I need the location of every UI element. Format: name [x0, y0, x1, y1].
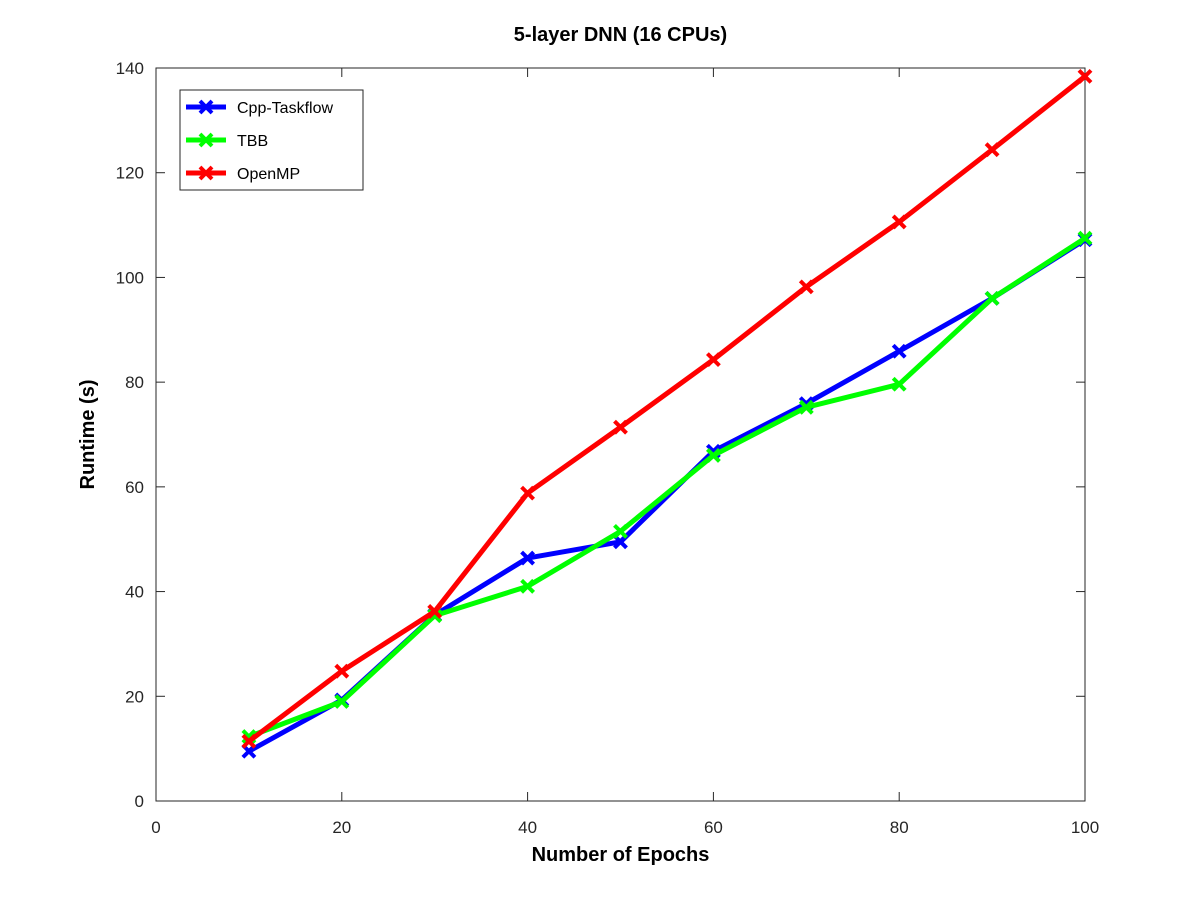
- data-point-openmp: [520, 485, 536, 501]
- legend-label: TBB: [237, 133, 268, 150]
- axis-ticks: 0 20 40 60 80 100 0 20 40 60 80 100 120 140: [116, 59, 1100, 837]
- legend-label: Cpp-Taskflow: [237, 100, 333, 117]
- legend-marker: [198, 132, 214, 148]
- y-tick-label: 60: [125, 478, 144, 497]
- y-tick-label: 140: [116, 59, 144, 78]
- y-tick-label: 80: [125, 373, 144, 392]
- legend-item-tbb: TBB: [186, 132, 268, 150]
- data-point-openmp: [1077, 68, 1093, 84]
- y-tick-label: 0: [135, 792, 144, 811]
- data-point-tbb: [705, 448, 721, 463]
- y-tick-label: 20: [125, 687, 144, 706]
- x-tick-label: 80: [890, 818, 909, 837]
- data-point-tbb: [613, 523, 628, 539]
- data-point-tbb: [984, 290, 1000, 306]
- x-tick-label: 0: [151, 818, 160, 837]
- series-line-tbb: [248, 236, 1087, 739]
- data-point-openmp: [705, 352, 721, 368]
- data-point-openmp: [334, 663, 350, 679]
- series-openmp: [241, 68, 1093, 749]
- data-point-cpp-taskflow: [891, 343, 907, 359]
- x-axis-label: Number of Epochs: [532, 844, 710, 866]
- data-point-cpp-taskflow: [520, 550, 536, 566]
- x-tick-label: 40: [518, 818, 537, 837]
- series-tbb: [241, 230, 1093, 745]
- series-line-openmp: [247, 74, 1087, 744]
- data-point-tbb: [798, 399, 814, 415]
- legend-marker: [198, 99, 214, 115]
- legend: Cpp-Taskflow TBB OpenMP: [179, 89, 364, 191]
- legend-item-cpp-taskflow: Cpp-Taskflow: [186, 99, 333, 117]
- data-point-tbb: [520, 578, 536, 594]
- y-axis-label: Runtime (s): [77, 380, 99, 490]
- data-point-openmp: [241, 733, 257, 749]
- legend-label: OpenMP: [237, 166, 300, 183]
- y-tick-label: 40: [125, 583, 144, 602]
- legend-marker: [198, 165, 214, 181]
- data-point-openmp: [891, 214, 907, 230]
- chart-title: 5-layer DNN (16 CPUs): [514, 24, 727, 46]
- x-tick-label: 20: [332, 818, 351, 837]
- data-point-openmp: [984, 142, 1000, 158]
- data-point-openmp: [798, 279, 814, 295]
- x-tick-label: 100: [1071, 818, 1099, 837]
- data-point-openmp: [427, 604, 443, 619]
- legend-item-openmp: OpenMP: [186, 165, 300, 183]
- data-point-tbb: [1077, 230, 1093, 246]
- y-tick-label: 120: [116, 164, 144, 183]
- data-point-tbb: [891, 376, 907, 392]
- series-layer: [241, 68, 1093, 759]
- data-point-openmp: [613, 419, 628, 435]
- data-point-tbb: [334, 694, 350, 709]
- y-tick-label: 100: [116, 268, 144, 287]
- x-tick-label: 60: [704, 818, 723, 837]
